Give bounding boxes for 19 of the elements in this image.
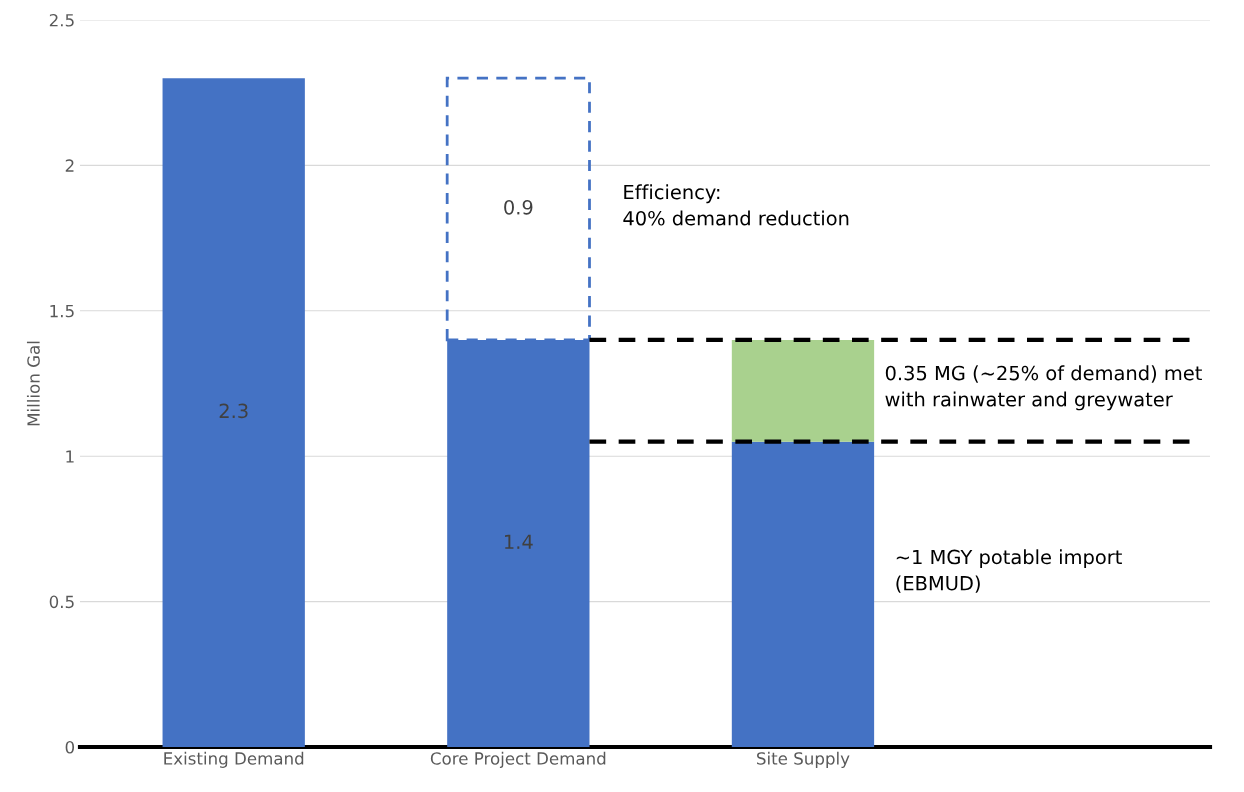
- x-tick-label: Core Project Demand: [430, 751, 606, 768]
- y-tick-label: 2: [65, 159, 74, 172]
- data-label: 0.9: [504, 199, 533, 215]
- annotation: ~1 MGY potable import (EBMUD): [896, 549, 1122, 593]
- y-tick-label: 1: [66, 450, 74, 463]
- y-tick-label: 2.5: [49, 13, 74, 27]
- bar: [731, 339, 875, 442]
- x-tick-label: Existing Demand: [164, 751, 304, 768]
- y-tick-label: 1.5: [50, 304, 74, 318]
- y-tick-label: 0: [65, 740, 75, 754]
- data-label: 1.4: [505, 534, 533, 549]
- data-label: 2.3: [219, 403, 248, 419]
- annotation: Efficiency: 40% demand reduction: [623, 184, 849, 226]
- y-axis-title: Million Gal: [26, 341, 40, 426]
- x-tick-label: Site Supply: [757, 751, 850, 768]
- bar: [731, 441, 875, 747]
- y-tick-label: 0.5: [49, 595, 74, 609]
- bar: [162, 78, 305, 747]
- annotation: 0.35 MG (~25% of demand) met with rainwater and greywater: [885, 365, 1202, 411]
